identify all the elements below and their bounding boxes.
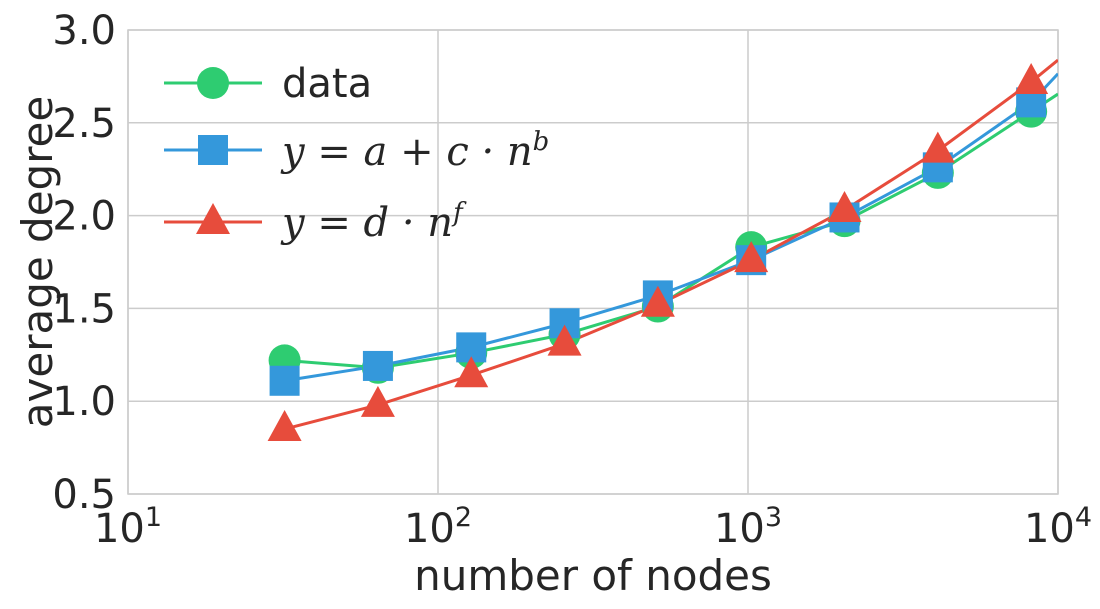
y-axis-title: average degree <box>13 96 62 428</box>
legend-label-data: data <box>282 61 372 107</box>
data-point-power-fit <box>547 324 582 356</box>
data-point-power-fit <box>827 191 862 223</box>
series-lines <box>284 58 1058 431</box>
y-tick-label: 1.5 <box>52 286 116 332</box>
legend: data y = a + c · nb y = d · nf <box>164 61 549 246</box>
data-point-power-offset-fit <box>362 350 393 381</box>
plot-background <box>128 30 1058 494</box>
x-tick-labels: 101 102 103 104 <box>94 502 1092 552</box>
legend-marker-circle <box>197 67 229 99</box>
series-markers <box>267 62 1049 442</box>
y-tick-label: 0.5 <box>52 472 116 518</box>
data-point-power-offset-fit <box>269 365 300 396</box>
legend-label-power-offset-fit: y = a + c · nb <box>280 127 549 175</box>
legend-item-power-offset-fit: y = a + c · nb <box>164 127 549 175</box>
data-point-power-fit <box>454 356 489 388</box>
data-point-power-fit <box>1014 62 1049 94</box>
x-tick-label: 101 <box>94 502 162 552</box>
y-tick-label: 1.0 <box>52 379 116 425</box>
y-tick-label: 2.5 <box>52 101 116 147</box>
y-tick-label: 2.0 <box>52 194 116 240</box>
y-tick-label: 3.0 <box>52 8 116 54</box>
data-point-power-fit <box>267 410 302 442</box>
y-tick-labels: 0.5 1.0 1.5 2.0 2.5 3.0 <box>52 8 116 518</box>
x-tick-label: 103 <box>714 502 782 552</box>
legend-marker-square <box>198 135 228 165</box>
data-point-power-fit <box>360 385 395 417</box>
x-axis-title: number of nodes <box>414 551 772 600</box>
legend-item-power-fit: y = d · nf <box>164 198 467 246</box>
x-tick-label: 102 <box>404 502 472 552</box>
legend-item-data: data <box>164 61 372 107</box>
legend-label-power-fit: y = d · nf <box>280 198 467 246</box>
data-point-power-fit <box>640 285 675 317</box>
x-tick-label: 104 <box>1024 502 1092 552</box>
plot-frame <box>127 29 1059 495</box>
series-line-power-offset-fit <box>284 72 1058 383</box>
data-point-power-fit <box>734 241 769 273</box>
series-line-power-fit <box>284 58 1058 431</box>
data-point-power-fit <box>920 131 955 163</box>
legend-marker-triangle <box>196 203 230 234</box>
